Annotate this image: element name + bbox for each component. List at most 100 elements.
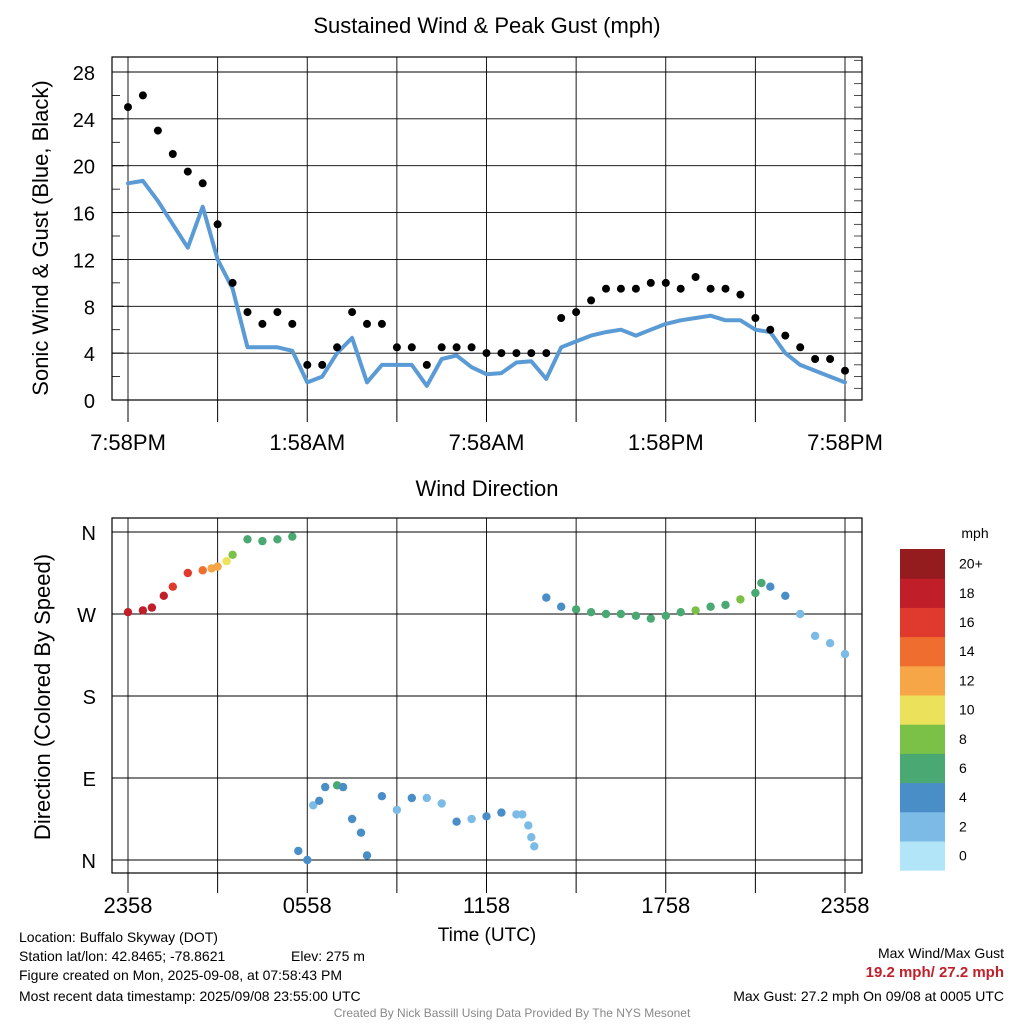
direction-point [571, 605, 581, 614]
bottom-ytick-label: E [83, 769, 96, 791]
gust-point [736, 290, 745, 299]
direction-point [168, 582, 177, 591]
direction-point [646, 614, 655, 623]
direction-point [601, 609, 611, 619]
gust-point [228, 278, 237, 287]
gust-point [811, 355, 820, 363]
gust-point [676, 284, 685, 293]
gust-point [153, 126, 162, 135]
colorbar-swatch [900, 724, 945, 754]
bottom-chart-title: Wind Direction [415, 476, 558, 501]
gust-point [557, 314, 566, 322]
direction-point [309, 801, 318, 810]
footer-max-values: 19.2 mph/ 27.2 mph [865, 964, 1004, 981]
top-ytick-label: 12 [73, 250, 95, 272]
colorbar-swatch [900, 665, 945, 696]
direction-point [524, 821, 533, 830]
gust-point [333, 343, 342, 352]
direction-point [766, 582, 775, 591]
direction-point [751, 588, 760, 598]
direction-point [315, 796, 324, 805]
gust-point [542, 349, 551, 358]
top-xtick-label: 1:58PM [628, 430, 704, 455]
gust-point [124, 103, 132, 112]
colorbar-swatch [900, 841, 945, 871]
gust-point [138, 91, 147, 100]
top-ticks: 0 4 8 12 16 20 24 28 7:58PM 1:58AM 7:58AM 1:58PM 7:5… [73, 59, 883, 455]
top-grid [112, 57, 862, 400]
direction-point [518, 810, 527, 819]
direction-point [273, 535, 282, 544]
direction-point [530, 842, 539, 851]
gust-point [826, 355, 835, 363]
gust-point [422, 360, 431, 369]
gust-point [258, 319, 267, 328]
footer-max-gust: Max Gust: 27.2 mph On 09/08 at 0005 UTC [733, 988, 1004, 1004]
direction-point [542, 593, 551, 602]
footer-credit: Created By Nick Bassill Using Data Provi… [333, 1006, 691, 1020]
direction-point [825, 639, 835, 648]
top-ytick-label: 8 [84, 297, 95, 319]
footer-created: Figure created on Mon, 2025-09-08, at 07… [19, 967, 342, 983]
direction-point [338, 782, 348, 792]
top-ytick-label: 24 [73, 110, 95, 132]
direction-point [781, 591, 790, 600]
gust-point [198, 179, 207, 188]
colorbar-swatch [900, 636, 945, 667]
gust-point [273, 308, 282, 317]
direction-point [706, 602, 715, 611]
direction-point [631, 611, 641, 620]
gust-point [452, 343, 461, 352]
bottom-chart-ylabel: Direction (Colored By Speed) [30, 554, 55, 840]
top-ytick-label: 0 [84, 391, 95, 413]
direction-point [198, 566, 207, 575]
colorbar-label: 20+ [959, 556, 983, 572]
bottom-ytick-label: W [77, 605, 96, 627]
colorbar-label: 4 [959, 789, 967, 805]
colorbar-swatch [900, 607, 945, 638]
bottom-xtick-label: 0558 [283, 893, 332, 918]
gust-point [781, 331, 790, 340]
top-ytick-label: 20 [73, 157, 95, 179]
gust-point [288, 319, 297, 328]
top-xtick-label: 1:58AM [269, 430, 345, 455]
gust-point [377, 319, 386, 328]
bottom-ytick-label: N [82, 523, 96, 545]
bottom-marks [123, 532, 850, 865]
direction-point [362, 851, 372, 860]
direction-point [691, 606, 700, 615]
direction-point [796, 609, 805, 619]
colorbar-swatch [900, 578, 945, 608]
colorbar-swatch [900, 695, 945, 725]
gust-point [691, 273, 700, 281]
bottom-xtick-label: 2358 [104, 893, 153, 918]
gust-point [587, 296, 596, 305]
gust-point [646, 278, 655, 287]
top-plot-frame [111, 56, 863, 401]
gust-point [661, 278, 670, 287]
bottom-xtick-label: 1158 [463, 893, 510, 918]
direction-point [527, 833, 536, 842]
colorbar-label: 12 [959, 672, 975, 688]
top-chart-ylabel: Sonic Wind & Gust (Blue, Black) [28, 80, 53, 395]
colorbar-label: 8 [959, 731, 967, 747]
direction-point [258, 536, 267, 546]
direction-point [123, 608, 133, 617]
gust-point [527, 349, 536, 358]
direction-point [840, 649, 850, 659]
gust-point [631, 284, 640, 293]
colorbar-label: 0 [959, 848, 967, 864]
footer-recent: Most recent data timestamp: 2025/09/08 2… [19, 988, 361, 1004]
direction-point [661, 611, 670, 620]
direction-point [321, 782, 330, 792]
colorbar-title: mph [961, 525, 988, 541]
gust-point [348, 308, 357, 317]
direction-point [467, 814, 476, 824]
direction-point [347, 814, 357, 824]
direction-point [452, 817, 461, 826]
bottom-xtick-label: 1758 [641, 893, 690, 918]
gust-point [303, 360, 312, 369]
direction-point [586, 608, 596, 617]
direction-point [303, 855, 312, 865]
